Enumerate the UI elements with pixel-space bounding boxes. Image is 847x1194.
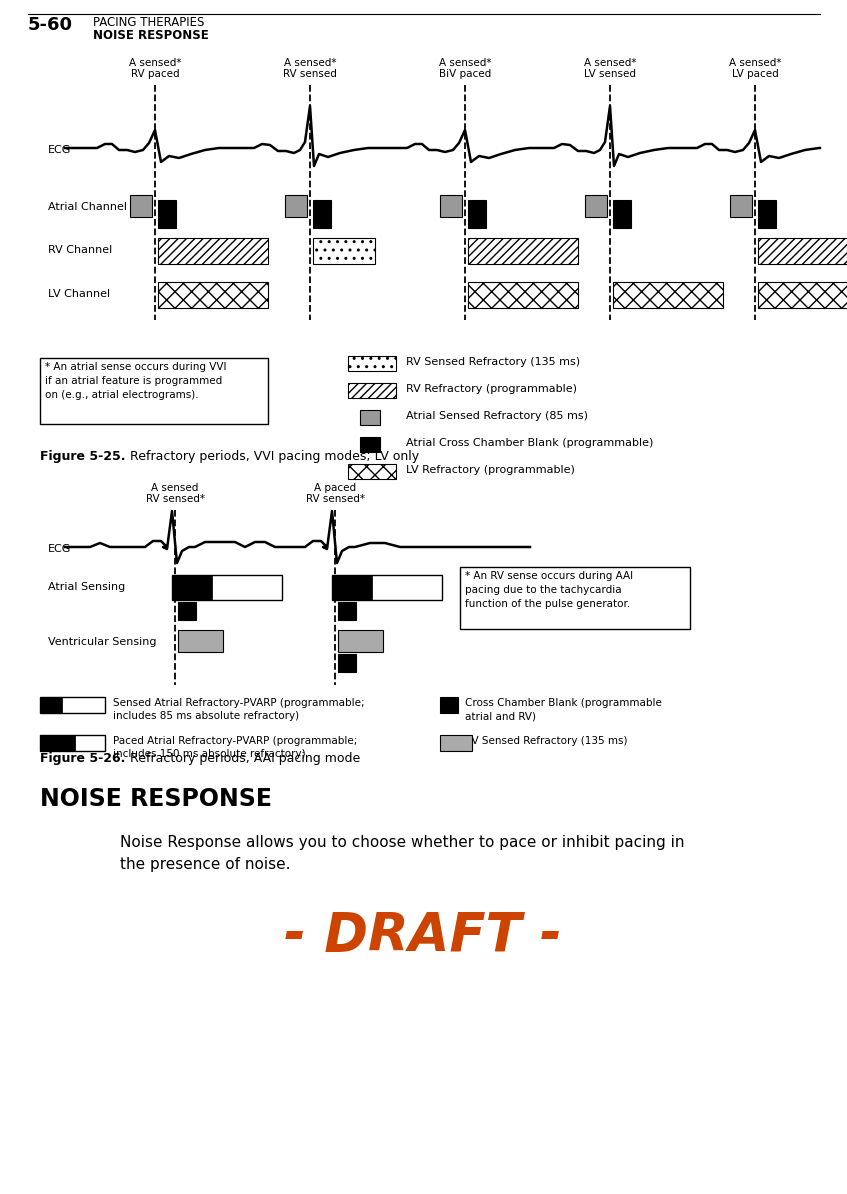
Bar bbox=[40, 736, 105, 751]
Bar bbox=[313, 201, 331, 228]
Text: * An RV sense occurs during AAI
pacing due to the tachycardia
function of the pu: * An RV sense occurs during AAI pacing d… bbox=[465, 571, 633, 609]
Bar bbox=[360, 410, 380, 425]
Text: Refractory periods, VVI pacing modes; LV only: Refractory periods, VVI pacing modes; LV… bbox=[118, 450, 419, 463]
Text: PACING THERAPIES: PACING THERAPIES bbox=[93, 16, 204, 29]
Text: Atrial Channel: Atrial Channel bbox=[48, 202, 127, 213]
Text: A sensed*: A sensed* bbox=[728, 59, 781, 68]
Text: Atrial Cross Chamber Blank (programmable): Atrial Cross Chamber Blank (programmable… bbox=[406, 438, 653, 448]
Bar bbox=[440, 195, 462, 217]
Text: RV Channel: RV Channel bbox=[48, 245, 113, 256]
Bar bbox=[178, 602, 196, 620]
Bar bbox=[332, 576, 442, 601]
Bar bbox=[585, 195, 607, 217]
Bar bbox=[730, 195, 752, 217]
Bar bbox=[172, 576, 212, 601]
Text: BiV paced: BiV paced bbox=[439, 69, 491, 79]
Bar bbox=[40, 358, 268, 424]
Text: Atrial Sensed Refractory (85 ms): Atrial Sensed Refractory (85 ms) bbox=[406, 411, 588, 421]
Text: Figure 5-25.: Figure 5-25. bbox=[40, 450, 125, 463]
Bar bbox=[40, 736, 75, 751]
Bar bbox=[348, 464, 396, 479]
Text: A sensed*: A sensed* bbox=[439, 59, 491, 68]
Bar bbox=[613, 201, 631, 228]
Text: A sensed*: A sensed* bbox=[129, 59, 181, 68]
Text: * An atrial sense occurs during VVI
if an atrial feature is programmed
on (e.g.,: * An atrial sense occurs during VVI if a… bbox=[45, 362, 226, 400]
Text: Sensed Atrial Refractory-PVARP (programmable;
includes 85 ms absolute refractory: Sensed Atrial Refractory-PVARP (programm… bbox=[113, 698, 364, 721]
Bar bbox=[613, 282, 723, 308]
Text: ECG: ECG bbox=[48, 544, 71, 554]
Text: Refractory periods, AAI pacing mode: Refractory periods, AAI pacing mode bbox=[118, 752, 360, 765]
Text: A paced: A paced bbox=[314, 484, 356, 493]
Bar bbox=[460, 567, 690, 629]
Text: A sensed*: A sensed* bbox=[584, 59, 636, 68]
Bar bbox=[130, 195, 152, 217]
Bar bbox=[468, 282, 578, 308]
Text: LV Channel: LV Channel bbox=[48, 289, 110, 298]
Bar bbox=[172, 576, 282, 601]
Text: Cross Chamber Blank (programmable
atrial and RV): Cross Chamber Blank (programmable atrial… bbox=[465, 698, 662, 721]
Bar bbox=[158, 238, 268, 264]
Text: 5-60: 5-60 bbox=[28, 16, 73, 33]
Bar bbox=[313, 238, 375, 264]
Bar bbox=[158, 201, 176, 228]
Text: Ventricular Sensing: Ventricular Sensing bbox=[48, 638, 157, 647]
Bar bbox=[440, 697, 458, 713]
Text: A sensed*: A sensed* bbox=[284, 59, 336, 68]
Bar bbox=[40, 697, 62, 713]
Text: RV sensed*: RV sensed* bbox=[146, 494, 204, 504]
Bar bbox=[758, 282, 847, 308]
Bar bbox=[178, 630, 223, 652]
Text: Noise Response allows you to choose whether to pace or inhibit pacing in
the pre: Noise Response allows you to choose whet… bbox=[120, 835, 684, 872]
Text: Atrial Sensing: Atrial Sensing bbox=[48, 581, 125, 592]
Bar bbox=[338, 602, 356, 620]
Bar bbox=[158, 282, 268, 308]
Bar bbox=[468, 201, 486, 228]
Text: LV sensed: LV sensed bbox=[584, 69, 636, 79]
Text: Paced Atrial Refractory-PVARP (programmable;
includes 150 ms absolute refractory: Paced Atrial Refractory-PVARP (programma… bbox=[113, 736, 357, 759]
Text: - DRAFT -: - DRAFT - bbox=[284, 910, 562, 962]
Text: LV paced: LV paced bbox=[732, 69, 778, 79]
Text: RV Refractory (programmable): RV Refractory (programmable) bbox=[406, 384, 577, 394]
Text: Figure 5-26.: Figure 5-26. bbox=[40, 752, 125, 765]
Bar bbox=[758, 238, 847, 264]
Text: LV Refractory (programmable): LV Refractory (programmable) bbox=[406, 464, 575, 475]
Bar bbox=[348, 383, 396, 398]
Bar bbox=[338, 630, 383, 652]
Text: RV Sensed Refractory (135 ms): RV Sensed Refractory (135 ms) bbox=[465, 736, 628, 746]
Text: RV sensed: RV sensed bbox=[283, 69, 337, 79]
Text: A sensed: A sensed bbox=[152, 484, 199, 493]
Text: RV paced: RV paced bbox=[130, 69, 180, 79]
Bar bbox=[40, 697, 105, 713]
Text: NOISE RESPONSE: NOISE RESPONSE bbox=[40, 787, 272, 811]
Text: NOISE RESPONSE: NOISE RESPONSE bbox=[93, 29, 208, 42]
Bar bbox=[285, 195, 307, 217]
Bar bbox=[758, 201, 776, 228]
Bar bbox=[338, 654, 356, 672]
Bar bbox=[348, 356, 396, 371]
Bar bbox=[332, 576, 372, 601]
Bar bbox=[468, 238, 578, 264]
Text: RV sensed*: RV sensed* bbox=[306, 494, 364, 504]
Text: RV Sensed Refractory (135 ms): RV Sensed Refractory (135 ms) bbox=[406, 357, 580, 367]
Text: ECG: ECG bbox=[48, 144, 71, 155]
Bar bbox=[440, 736, 472, 751]
Bar bbox=[360, 437, 380, 453]
